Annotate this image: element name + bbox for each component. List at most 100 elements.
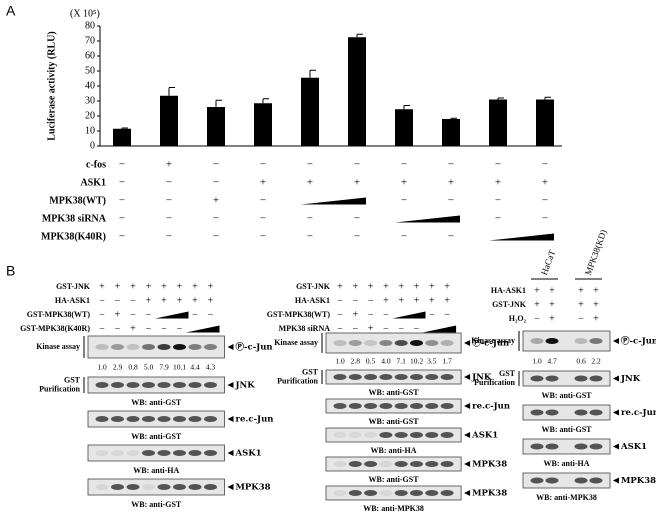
band — [142, 344, 155, 350]
band — [333, 461, 347, 467]
band — [574, 443, 588, 450]
band — [173, 382, 186, 388]
cell: − — [166, 231, 172, 243]
blot-target: ASK1 — [235, 449, 262, 459]
row-label: HA-ASK1 — [55, 296, 90, 305]
band — [157, 416, 171, 422]
ramp — [301, 197, 366, 205]
y-tick-label: 40 — [85, 80, 95, 91]
blot-target: JNK — [235, 381, 256, 391]
band — [574, 375, 588, 382]
band — [348, 490, 362, 496]
blot — [87, 410, 225, 428]
cell: + — [429, 295, 435, 306]
row-label: GST-MPK38(WT) — [27, 310, 91, 319]
band — [425, 374, 439, 380]
bar — [536, 99, 554, 146]
cell: + — [383, 295, 389, 306]
quantification: 10.2 — [410, 357, 423, 366]
cell: + — [130, 323, 136, 334]
band — [188, 450, 202, 456]
band — [126, 416, 140, 422]
cell: + — [166, 159, 172, 171]
band — [410, 432, 423, 438]
cell: − — [542, 213, 548, 225]
cell: − — [161, 323, 167, 334]
error-bar — [168, 87, 175, 96]
band — [574, 338, 588, 344]
band — [394, 490, 408, 496]
blot-target: MPK38 — [472, 489, 507, 499]
band — [348, 374, 362, 380]
cell: − — [213, 159, 219, 171]
bar — [395, 109, 413, 146]
band — [394, 340, 408, 346]
quantification: 4.7 — [547, 357, 557, 366]
cell: + — [549, 285, 555, 296]
arrow — [464, 340, 471, 346]
band — [173, 344, 186, 350]
band — [379, 340, 393, 346]
band — [530, 477, 544, 484]
band — [111, 484, 124, 490]
cell: − — [260, 231, 266, 243]
band — [545, 409, 559, 416]
band — [348, 340, 362, 346]
cell: + — [307, 177, 313, 189]
cell: − — [177, 323, 183, 334]
band — [589, 477, 603, 484]
error-bar — [450, 117, 457, 119]
blot-target: MPK38 — [236, 483, 271, 493]
blot — [522, 472, 611, 489]
arrow — [613, 443, 619, 450]
band — [589, 409, 603, 416]
cell: − — [383, 323, 389, 334]
band — [204, 382, 217, 388]
wb-label: WB: anti-GST — [541, 425, 592, 434]
blot-side-label: Kinase assay — [36, 342, 80, 351]
band — [410, 403, 423, 409]
cell: + — [542, 177, 548, 189]
band — [530, 338, 544, 344]
ramp — [155, 311, 189, 319]
error-bar — [403, 105, 410, 110]
row-label: HA-ASK1 — [491, 286, 526, 295]
cell: − — [146, 309, 152, 320]
cell: − — [578, 313, 584, 324]
band — [142, 416, 155, 422]
cell: − — [444, 309, 450, 320]
band — [394, 374, 408, 380]
blot-side-label: Purification — [474, 378, 515, 387]
quantification: 3.5 — [427, 357, 437, 366]
row-label: GST-JNK — [296, 282, 331, 291]
cell: + — [401, 177, 407, 189]
band — [410, 461, 423, 467]
ramp — [489, 233, 554, 241]
band — [545, 338, 559, 344]
cell: + — [146, 281, 152, 292]
y-tick-label: 60 — [85, 50, 95, 61]
blot — [325, 369, 462, 385]
band — [394, 432, 408, 438]
blot-target: JNK — [471, 373, 492, 383]
cell: − — [208, 309, 214, 320]
band — [364, 461, 378, 467]
blot-target: re.c-Jun — [472, 402, 510, 412]
band — [589, 375, 603, 382]
cell: + — [444, 281, 450, 292]
cell: − — [119, 213, 125, 225]
cell: + — [383, 281, 389, 292]
band — [173, 450, 186, 456]
band — [364, 432, 378, 438]
cell: + — [593, 285, 599, 296]
band — [425, 490, 439, 496]
quantification: 1.0 — [97, 363, 107, 372]
panel-label: B — [6, 263, 15, 279]
cell: − — [542, 195, 548, 207]
blot-target: Ⓟ-c-Jun — [472, 338, 509, 349]
error-bar — [497, 97, 504, 100]
blot-side-label: Purification — [277, 376, 318, 385]
arrow — [227, 382, 234, 388]
ramp — [392, 311, 426, 319]
cell: − — [368, 295, 374, 306]
